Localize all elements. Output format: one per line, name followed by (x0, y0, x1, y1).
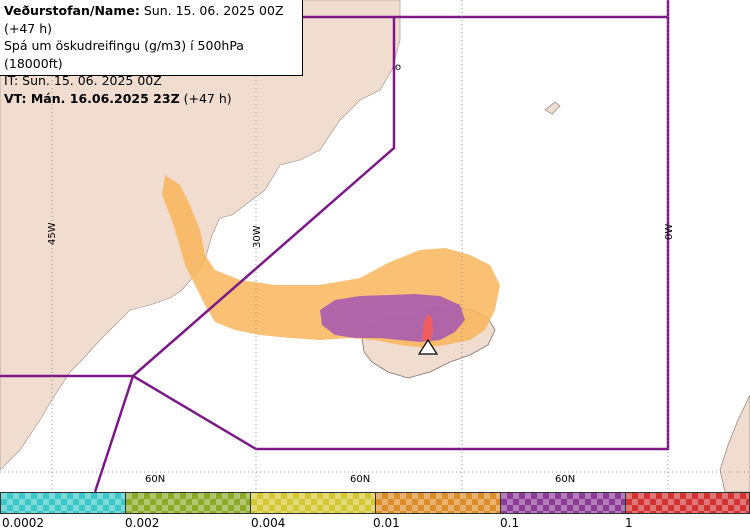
legend-tick-3: 0.01 (373, 516, 400, 530)
lat-label-60n-2: 60N (350, 474, 370, 485)
legend-tick-5: 1 (625, 516, 633, 530)
legend-swatch-1 (0, 492, 126, 514)
name-value: Sun. 15. 06. 2025 00Z (+47 h) (4, 3, 284, 36)
volcano-marker-icon (417, 338, 439, 355)
concentration-legend: 0.0002 0.002 0.004 0.01 0.1 1 (0, 492, 750, 532)
lon-label-30w: 30W (252, 225, 263, 248)
lat-label-60n-1: 60N (145, 474, 165, 485)
issue-time: IT: Sun. 15. 06. 2025 00Z (4, 73, 162, 88)
forecast-info-box: Veðurstofan/Name: Sun. 15. 06. 2025 00Z … (0, 0, 303, 106)
graticule (0, 0, 750, 492)
lon-label-0w: 0W (664, 224, 675, 240)
valid-time-label: VT: Mán. 16.06.2025 23Z (4, 90, 180, 106)
map-small-o: o (395, 62, 401, 73)
ash-cloud-medium (320, 294, 465, 342)
forecast-description: Spá um öskudreifingu (g/m3) í 500hPa (18… (4, 38, 244, 71)
name-label: Veðurstofan/Name: (4, 3, 140, 18)
legend-tick-2: 0.004 (251, 516, 286, 530)
valid-time-value: (+47 h) (183, 90, 232, 106)
legend-tick-0: 0.0002 (2, 516, 44, 530)
norway-coast (719, 394, 750, 492)
lon-label-45w: 45W (47, 222, 58, 245)
legend-tick-1: 0.002 (125, 516, 160, 530)
legend-swatch-5 (500, 492, 626, 514)
ash-cloud-high (422, 314, 433, 342)
legend-tick-4: 0.1 (500, 516, 520, 530)
small-island (544, 101, 561, 115)
legend-swatch-2 (125, 492, 251, 514)
legend-swatch-4 (375, 492, 501, 514)
lat-label-60n-3: 60N (555, 474, 575, 485)
legend-swatch-6 (625, 492, 750, 514)
legend-swatch-3 (250, 492, 376, 514)
ash-forecast-map: 45W 30W 0W 60N 60N 60N o (0, 0, 750, 492)
fir-boundary (0, 0, 670, 492)
